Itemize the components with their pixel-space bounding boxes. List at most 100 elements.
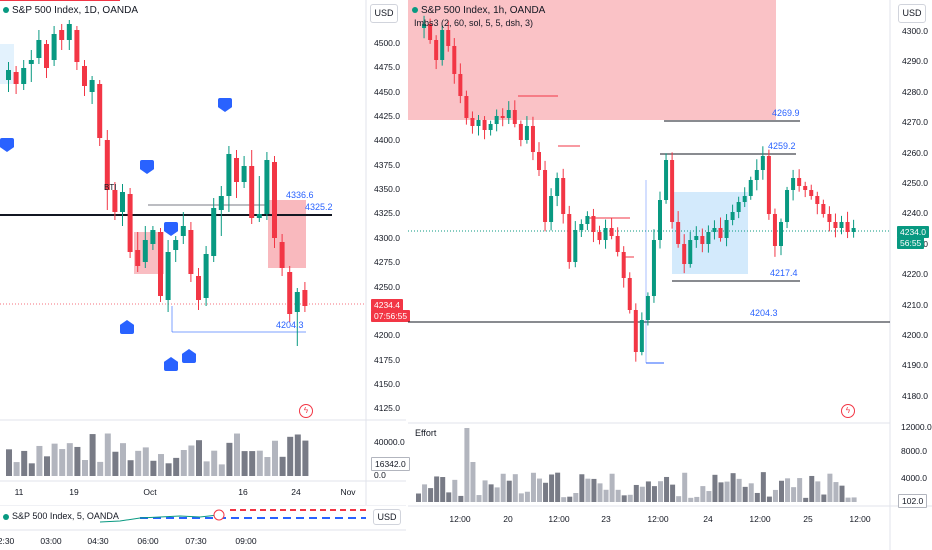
hourly-candle-body bbox=[591, 216, 596, 232]
left-alert-icon[interactable]: ϟ bbox=[299, 404, 313, 418]
volume-bar bbox=[211, 450, 218, 476]
volume-bar bbox=[272, 440, 278, 476]
effort-tick-2: 8000.0 bbox=[901, 446, 927, 456]
left-price-tick: 4200.0 bbox=[374, 330, 400, 341]
effort-bar bbox=[682, 472, 688, 502]
left-time-tick: 19 bbox=[69, 487, 79, 497]
left-price-tick: 4175.0 bbox=[374, 354, 400, 365]
hourly-candle-body bbox=[470, 118, 475, 126]
effort-bar bbox=[500, 473, 506, 502]
left-price-tick: 4475.0 bbox=[374, 62, 400, 73]
daily-candle-body bbox=[211, 208, 217, 256]
effort-bar bbox=[766, 496, 772, 502]
left-candles-svg[interactable] bbox=[0, 0, 406, 505]
volume-bar bbox=[294, 434, 301, 476]
right-countdown-tag: 56:55 bbox=[897, 237, 925, 249]
daily-candle-body bbox=[104, 140, 110, 190]
effort-bar bbox=[639, 486, 645, 502]
right-time-tick: 25 bbox=[803, 514, 813, 524]
right-candles-svg[interactable] bbox=[408, 0, 932, 550]
volume-bar bbox=[234, 433, 240, 476]
right-time-tick: 20 bbox=[503, 514, 513, 524]
effort-bar bbox=[561, 497, 567, 502]
hourly-candle-body bbox=[748, 180, 753, 196]
hourly-candle-body bbox=[585, 216, 590, 224]
hourly-candle-body bbox=[597, 232, 602, 240]
volume-bar bbox=[135, 450, 142, 476]
hourly-candle-body bbox=[851, 228, 856, 232]
daily-candle-body bbox=[66, 24, 72, 40]
effort-bar bbox=[688, 497, 694, 502]
volume-bar bbox=[112, 451, 119, 476]
effort-label: Effort bbox=[415, 428, 437, 438]
effort-bar bbox=[591, 478, 597, 502]
effort-bar bbox=[555, 472, 561, 502]
effort-bar bbox=[797, 478, 803, 502]
volume-bar bbox=[104, 433, 111, 476]
volume-bar bbox=[97, 461, 104, 476]
effort-bar bbox=[512, 474, 518, 502]
right-last-price-tag: 4234.0 bbox=[897, 226, 929, 238]
bottom-strip-panel[interactable]: S&P 500 Index, 5, OANDA USD 2:30 03:00 04:… bbox=[0, 505, 406, 550]
effort-bar bbox=[422, 484, 428, 502]
effort-bar bbox=[839, 485, 845, 502]
right-time-tick: 12:00 bbox=[548, 514, 570, 524]
daily-candle-body bbox=[28, 60, 34, 64]
effort-bar bbox=[724, 481, 730, 502]
left-price-tick: 4150.0 bbox=[374, 378, 400, 389]
volume-bar bbox=[165, 463, 172, 476]
effort-bar bbox=[748, 483, 754, 502]
hourly-candle-body bbox=[428, 24, 433, 40]
effort-tick-1: 12000.0 bbox=[901, 422, 932, 432]
left-chart-panel[interactable]: S&P 500 Index, 1D, OANDA USD 4500.0 4475.… bbox=[0, 0, 411, 505]
effort-bar bbox=[664, 476, 670, 502]
right-title-text: S&P 500 Index, 1h, OANDA bbox=[421, 5, 546, 16]
daily-candle-body bbox=[226, 154, 232, 196]
hourly-candle-body bbox=[700, 236, 705, 244]
hourly-candle-body bbox=[537, 152, 541, 170]
volume-bar bbox=[59, 449, 66, 476]
strip-price-line bbox=[99, 514, 219, 523]
indicator-label[interactable]: Imbs3 (2, 60, sol, 5, 5, dsh, 3) bbox=[414, 18, 534, 28]
daily-candle-body bbox=[287, 272, 293, 314]
effort-bar bbox=[670, 484, 676, 502]
hourly-candle-body bbox=[730, 212, 735, 220]
volume-bar bbox=[6, 449, 12, 476]
effort-bar bbox=[803, 497, 809, 502]
left-currency-button[interactable]: USD bbox=[370, 4, 398, 23]
right-currency-button[interactable]: USD bbox=[898, 4, 926, 23]
hourly-candle-body bbox=[452, 46, 457, 74]
effort-bar bbox=[537, 478, 542, 502]
sell-signal-arrow-icon bbox=[218, 98, 232, 112]
hourly-candle-body bbox=[797, 178, 802, 186]
strip-currency-button[interactable]: USD bbox=[373, 509, 401, 525]
left-countdown-tag: 07:56:55 bbox=[371, 310, 411, 322]
hourly-candle-body bbox=[706, 232, 711, 244]
effort-bar bbox=[809, 475, 815, 502]
right-price-tick: 4280.0 bbox=[902, 86, 928, 97]
bti-label: BTI bbox=[104, 183, 117, 192]
right-alert-icon[interactable]: ϟ bbox=[841, 404, 855, 418]
daily-candle-body bbox=[21, 68, 27, 84]
effort-bar bbox=[736, 478, 742, 502]
hourly-candle-body bbox=[724, 220, 729, 238]
daily-candle-body bbox=[74, 30, 80, 62]
daily-candle-body bbox=[150, 230, 156, 244]
left-time-tick: Oct bbox=[143, 487, 157, 497]
left-price-tick: 4425.0 bbox=[374, 111, 400, 122]
hourly-candle-body bbox=[803, 186, 808, 190]
hourly-candle-body bbox=[446, 30, 451, 46]
left-time-tick: 24 bbox=[291, 487, 301, 497]
right-price-tick: 4240.0 bbox=[902, 208, 928, 219]
hourly-candle-body bbox=[785, 190, 790, 222]
hourly-candle-body bbox=[440, 30, 445, 60]
hourly-candle-body bbox=[476, 120, 481, 126]
volume-bar bbox=[82, 460, 88, 476]
right-chart-panel[interactable]: S&P 500 Index, 1h, OANDA Imbs3 (2, 60, s… bbox=[408, 0, 932, 550]
effort-bar bbox=[543, 482, 549, 502]
effort-bar bbox=[851, 497, 857, 502]
buy-signal-arrow-icon bbox=[120, 320, 134, 334]
hourly-candle-body bbox=[766, 156, 771, 214]
daily-candle-body bbox=[279, 242, 285, 268]
right-level-b: 4259.2 bbox=[768, 141, 796, 151]
